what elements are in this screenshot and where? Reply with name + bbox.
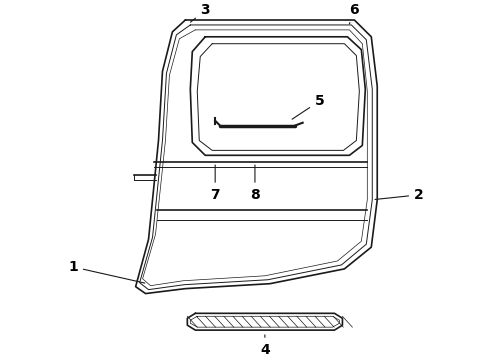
Text: 4: 4 — [260, 335, 270, 357]
Text: 3: 3 — [191, 3, 210, 22]
Text: 8: 8 — [250, 165, 260, 202]
Text: 2: 2 — [375, 188, 424, 202]
Text: 5: 5 — [292, 94, 324, 119]
Text: 1: 1 — [68, 260, 145, 283]
Text: 7: 7 — [210, 165, 220, 202]
Text: 6: 6 — [349, 3, 359, 24]
